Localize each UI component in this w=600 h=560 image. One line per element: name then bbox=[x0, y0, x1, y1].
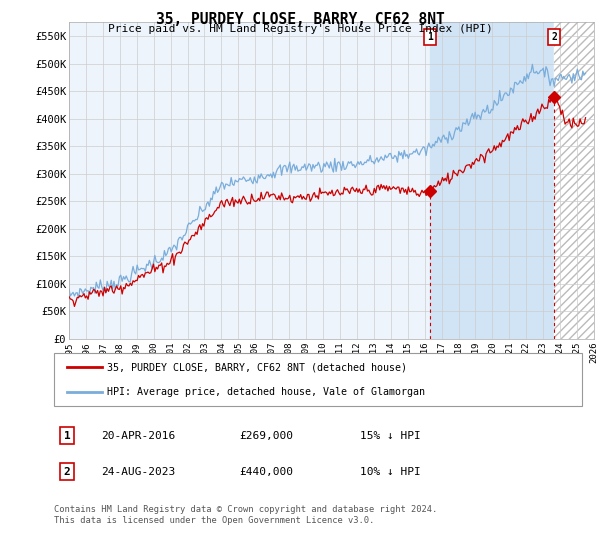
FancyBboxPatch shape bbox=[54, 353, 582, 406]
Bar bbox=[554, 22, 594, 339]
Text: 35, PURDEY CLOSE, BARRY, CF62 8NT: 35, PURDEY CLOSE, BARRY, CF62 8NT bbox=[155, 12, 445, 27]
Text: 20-APR-2016: 20-APR-2016 bbox=[101, 431, 176, 441]
Text: 1: 1 bbox=[64, 431, 71, 441]
Text: 2: 2 bbox=[64, 466, 71, 477]
Text: 24-AUG-2023: 24-AUG-2023 bbox=[101, 466, 176, 477]
Text: £440,000: £440,000 bbox=[239, 466, 293, 477]
Text: 35, PURDEY CLOSE, BARRY, CF62 8NT (detached house): 35, PURDEY CLOSE, BARRY, CF62 8NT (detac… bbox=[107, 362, 407, 372]
Bar bbox=[430, 22, 554, 339]
Text: Price paid vs. HM Land Registry's House Price Index (HPI): Price paid vs. HM Land Registry's House … bbox=[107, 24, 493, 34]
Text: £269,000: £269,000 bbox=[239, 431, 293, 441]
Bar bbox=[554, 22, 594, 339]
Text: HPI: Average price, detached house, Vale of Glamorgan: HPI: Average price, detached house, Vale… bbox=[107, 386, 425, 396]
Text: 1: 1 bbox=[427, 32, 433, 42]
Text: 2: 2 bbox=[551, 32, 557, 42]
Text: Contains HM Land Registry data © Crown copyright and database right 2024.
This d: Contains HM Land Registry data © Crown c… bbox=[54, 505, 437, 525]
Text: 15% ↓ HPI: 15% ↓ HPI bbox=[360, 431, 421, 441]
Text: 10% ↓ HPI: 10% ↓ HPI bbox=[360, 466, 421, 477]
